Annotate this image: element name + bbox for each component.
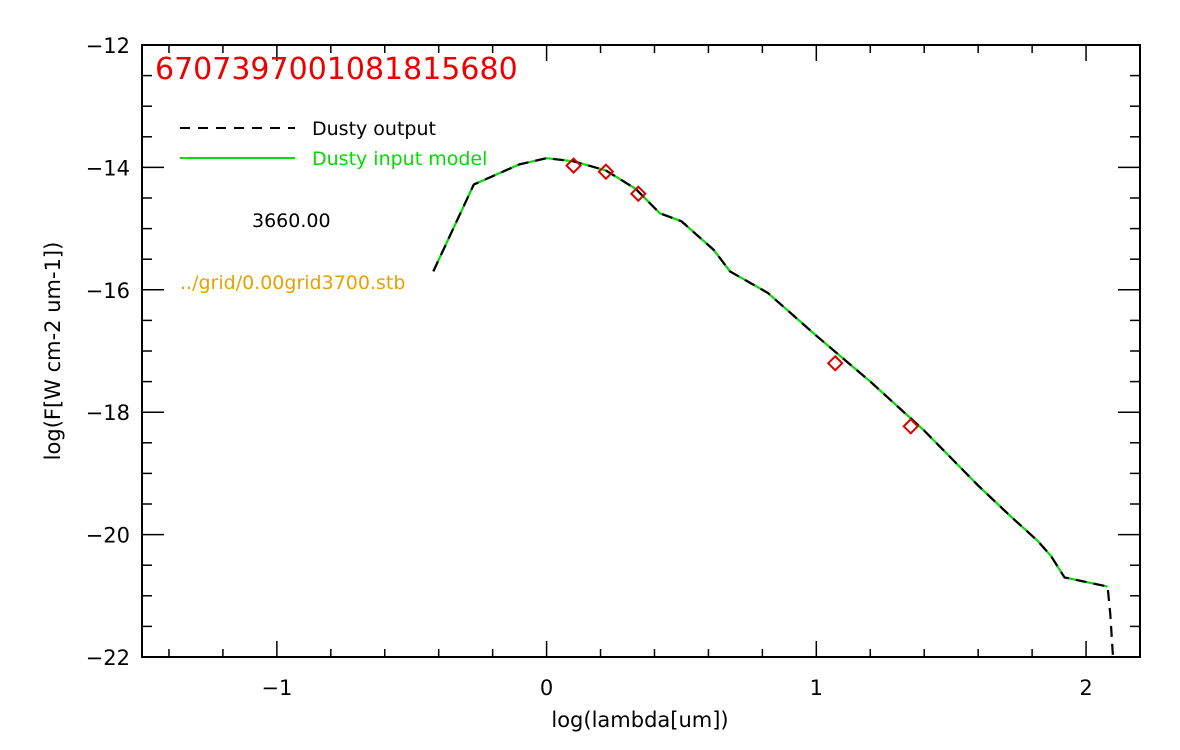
series-line-dusty-input-model [432,157,1108,588]
y-tick-label: −22 [86,646,130,670]
observed-point-marker [565,157,582,174]
observed-point-marker [902,417,920,435]
series-layer [432,157,1115,658]
x-tick-label: 2 [1079,676,1092,700]
x-tick-label: −1 [261,676,292,700]
y-tick-label: −18 [86,401,130,425]
y-tick-label: −20 [86,524,130,548]
y-tick-label: −12 [86,34,130,58]
chart-title: 6707397001081815680 [155,52,518,87]
x-tick-label: 0 [540,676,553,700]
x-axis-title: log(lambda[um]) [551,708,728,732]
observed-markers [565,157,920,435]
temperature-annotation: 3660.00 [252,210,331,232]
tick-labels: −1 0 1 2 −22 −20 −18 −16 −14 −12 [86,34,1093,700]
observed-point-marker [597,163,615,181]
y-axis-title: log(F[W cm-2 um-1]) [41,242,65,461]
grid-file-annotation: ../grid/0.00grid3700.stb [180,272,405,294]
legend-label-dusty-input-model: Dusty input model [312,148,487,170]
x-tick-label: 1 [810,676,823,700]
observed-point-marker [826,354,844,372]
observed-point-marker [629,185,647,203]
y-tick-label: −16 [86,279,130,303]
series-line-dusty-output [432,157,1115,658]
legend-label-dusty-output: Dusty output [312,118,436,140]
y-tick-label: −14 [86,156,130,180]
plot-frame [141,44,1141,658]
axis-ticks [142,44,1141,658]
